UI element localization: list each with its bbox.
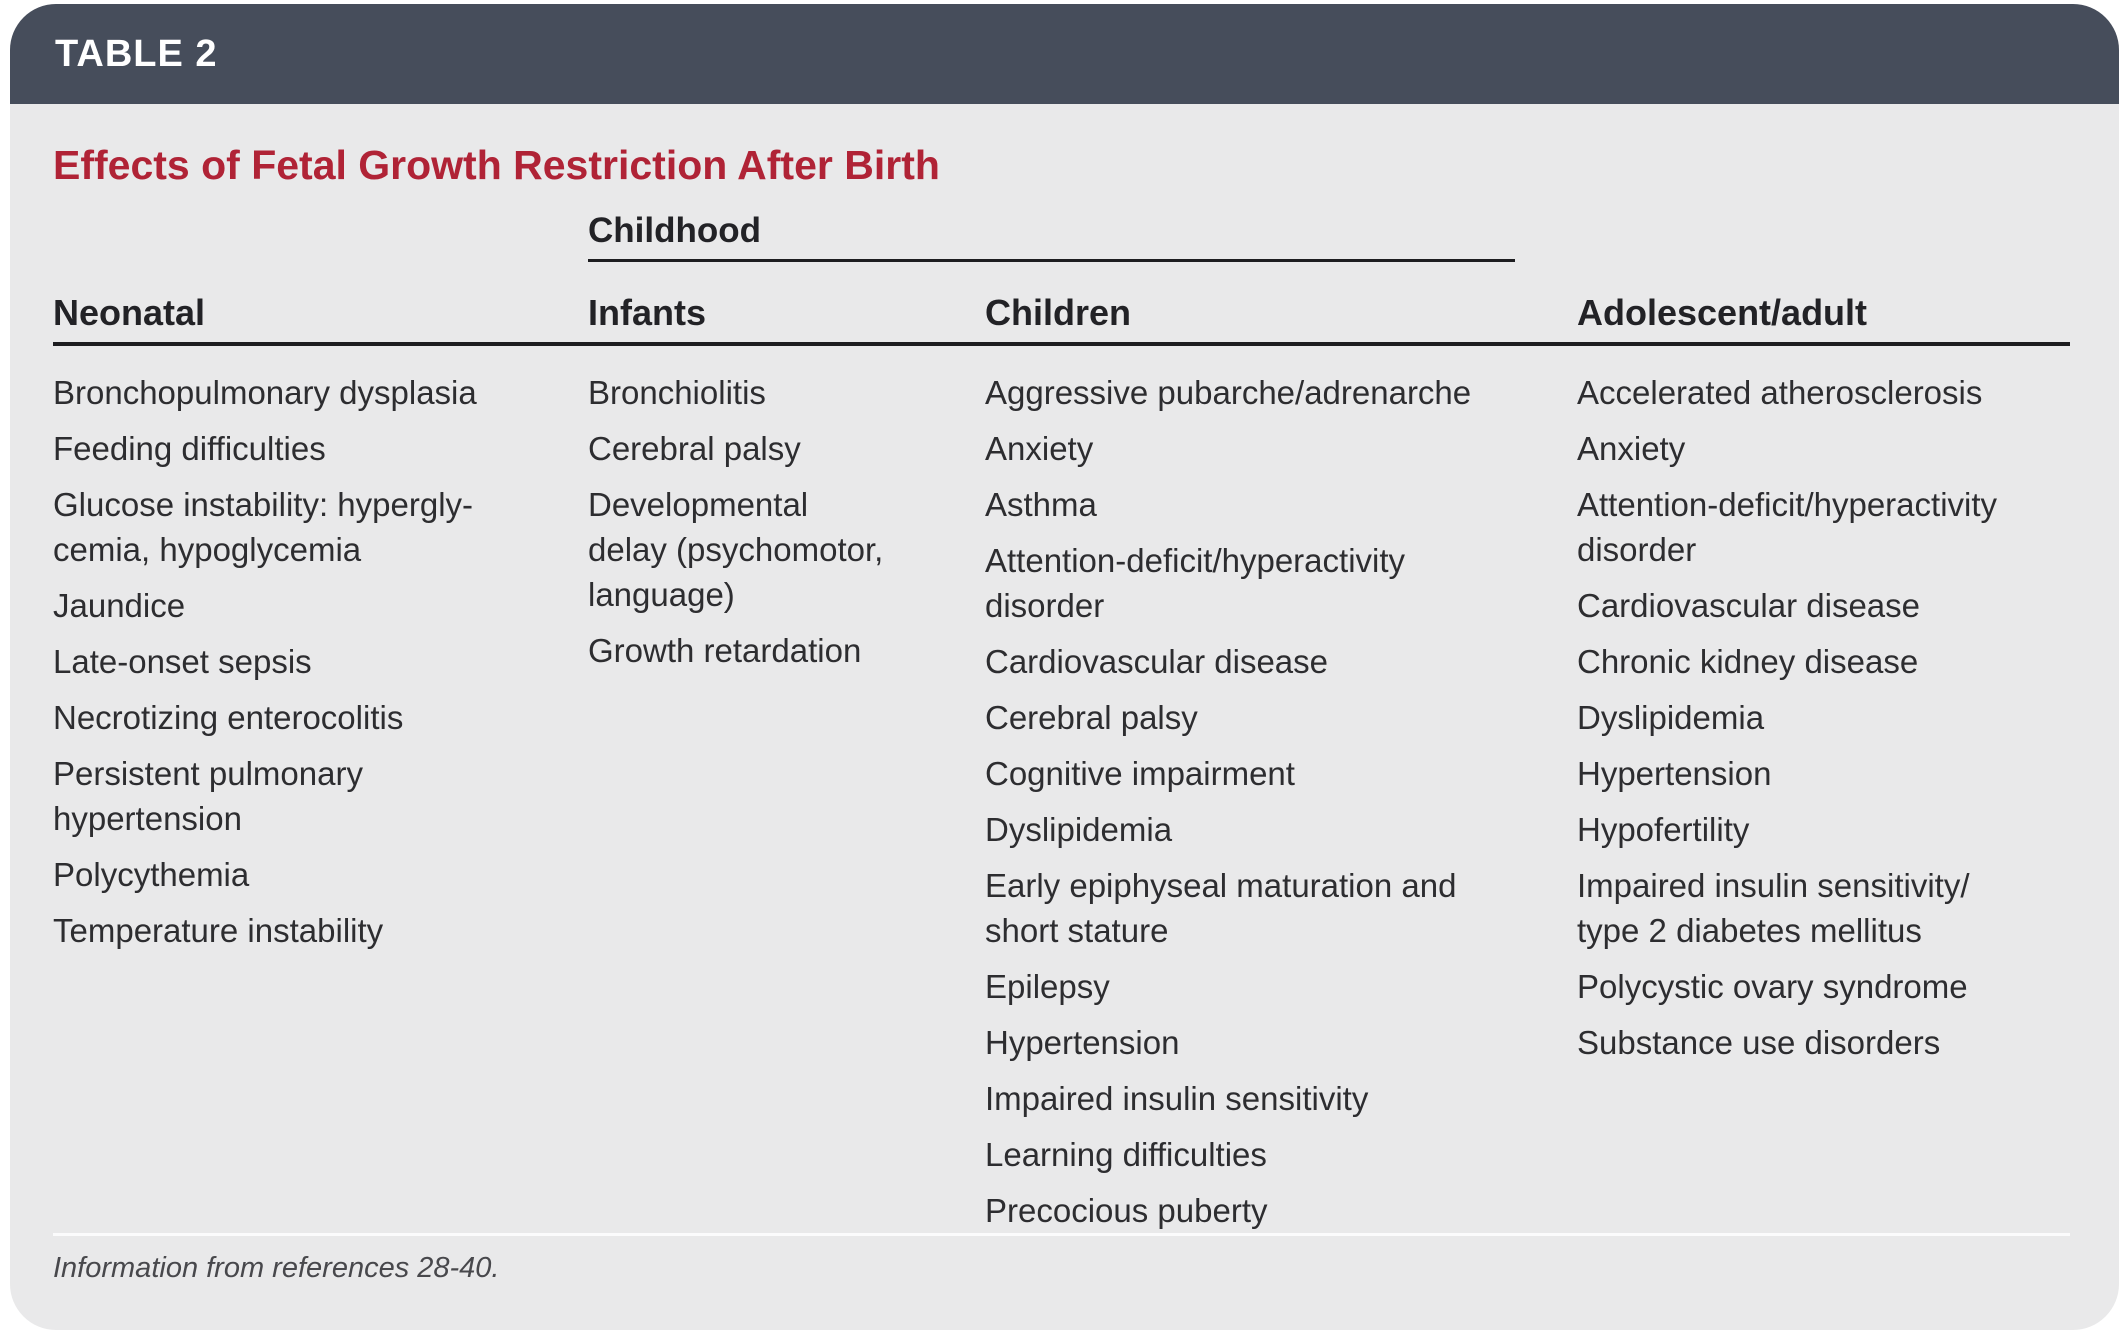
list-item: Dyslipidemia [985,811,1173,848]
list-item: Aggressive pubarche/adrenarche [985,374,1472,411]
list-item: Dyslipidemia [1577,699,1765,736]
list-item: Developmental delay (psychomotor, langua… [588,486,884,613]
column-group-label: Childhood [588,211,762,250]
spanner-spacer-right [1577,207,2070,262]
list-item: Substance use disorders [1577,1024,1941,1061]
list-item: Accelerated atherosclerosis [1577,374,1983,411]
list-item: Attention-deficit/hyperactivity disorder [1577,486,1998,568]
list-item: Persistent pulmonary hypertension [53,755,363,837]
list-item: Hypertension [985,1024,1180,1061]
table-grid: Childhood Neonatal Infants Children Adol… [53,207,2070,1244]
list-item: Polycystic ovary syndrome [1577,968,1968,1005]
column-items-infants: Bronchiolitis Cerebral palsy Developmental… [588,346,985,1244]
table-card: TABLE 2 Effects of Fetal Growth Restrict… [10,4,2119,1330]
column-header-cell-infants: Infants [588,262,985,346]
list-item: Cardiovascular disease [985,643,1329,680]
list-item: Necrotizing enterocolitis [53,699,404,736]
list-item: Attention-deficit/hyperactivity disorder [985,542,1406,624]
list-item: Cardiovascular disease [1577,587,1921,624]
list-item: Hypofertility [1577,811,1750,848]
list-item: Epilepsy [985,968,1110,1005]
list-item: Glucose instability: hypergly- cemia, hy… [53,486,474,568]
list-item: Bronchiolitis [588,374,766,411]
table-footer: Information from references 28-40. [53,1233,2070,1285]
column-header-cell-adolescent-adult: Adolescent/adult [1577,262,2070,346]
column-header-children: Children [985,292,1132,333]
column-header-cell-neonatal: Neonatal [53,262,588,346]
table-label-bar: TABLE 2 [10,4,2119,104]
column-header-infants: Infants [588,292,707,333]
list-item: Late-onset sepsis [53,643,312,680]
list-item: Anxiety [1577,430,1686,467]
spanner-spacer-left [53,207,588,262]
column-items-children: Aggressive pubarche/adrenarche Anxiety Ast… [985,346,1577,1244]
list-item: Impaired insulin sensitivity/ type 2 dia… [1577,867,1970,949]
list-item: Growth retardation [588,632,862,669]
list-item: Anxiety [985,430,1094,467]
table-body: Effects of Fetal Growth Restriction Afte… [10,142,2119,1244]
list-item: Cerebral palsy [588,430,801,467]
list-item: Polycythemia [53,856,250,893]
list-item: Cognitive impairment [985,755,1295,792]
list-item: Asthma [985,486,1097,523]
column-items-adolescent-adult: Accelerated atherosclerosis Anxiety Attent… [1577,346,2070,1244]
list-item: Temperature instability [53,912,384,949]
list-item: Chronic kidney disease [1577,643,1919,680]
table-label: TABLE 2 [55,32,218,75]
list-item: Feeding difficulties [53,430,326,467]
list-item: Precocious puberty [985,1192,1268,1229]
list-item: Early epiphyseal maturation and short st… [985,867,1457,949]
list-item: Learning difficulties [985,1136,1267,1173]
list-item: Jaundice [53,587,186,624]
column-header-cell-children: Children [985,262,1577,346]
column-items-neonatal: Bronchopulmonary dysplasia Feeding diffic… [53,346,588,1244]
column-group-childhood: Childhood [588,207,1515,262]
list-item: Bronchopulmonary dysplasia [53,374,477,411]
footnote-text: Information from references 28-40. [53,1252,500,1284]
list-item: Cerebral palsy [985,699,1198,736]
list-item: Impaired insulin sensitivity [985,1080,1369,1117]
column-header-adolescent-adult: Adolescent/adult [1577,292,1868,333]
list-item: Hypertension [1577,755,1772,792]
column-header-neonatal: Neonatal [53,292,206,333]
table-title: Effects of Fetal Growth Restriction Afte… [53,142,940,188]
